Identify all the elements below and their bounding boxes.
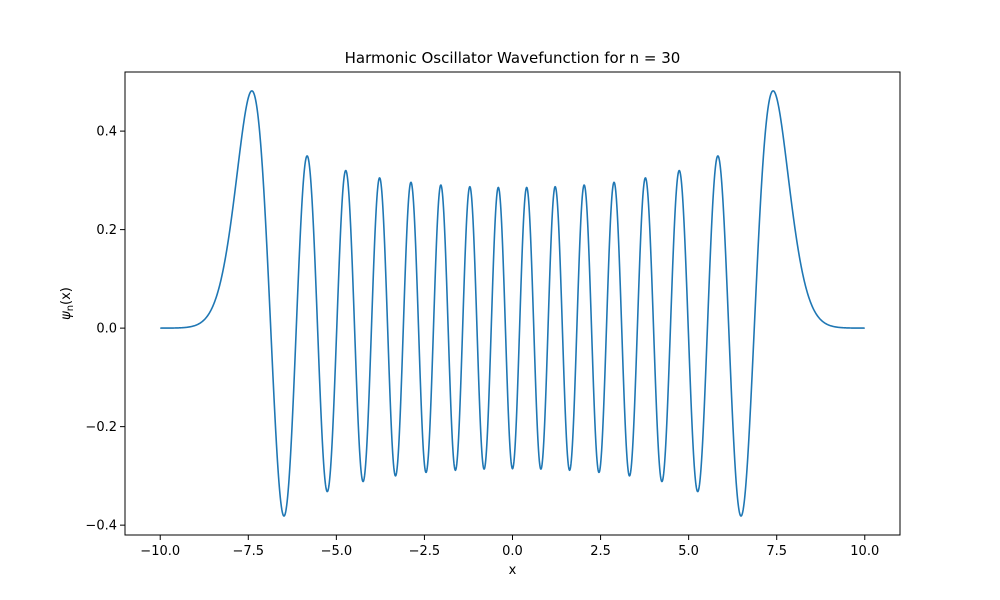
wavefunction-line bbox=[159, 90, 866, 517]
y-axis-label-subscript: n bbox=[65, 305, 76, 311]
y-tick-label: 0.2 bbox=[96, 223, 117, 238]
y-axis-label-argument: (x) bbox=[59, 287, 74, 305]
y-axis: −0.4 −0.2 0.0 0.2 0.4 bbox=[85, 125, 125, 534]
y-tick-label: 0.4 bbox=[96, 125, 117, 140]
x-tick-label: −10.0 bbox=[140, 544, 180, 559]
x-tick-label: 10.0 bbox=[850, 544, 879, 559]
x-tick-label: 0.0 bbox=[502, 544, 523, 559]
x-tick-label: −7.5 bbox=[233, 544, 265, 559]
x-tick-label: 5.0 bbox=[678, 544, 699, 559]
x-axis: −10.0 −7.5 −5.0 −2.5 0.0 2.5 5.0 7.5 10.0 bbox=[140, 535, 879, 559]
y-tick-label: −0.2 bbox=[85, 420, 117, 435]
y-axis-label-symbol: ψ bbox=[59, 311, 74, 320]
y-tick-label: 0.0 bbox=[96, 322, 117, 337]
y-tick-label: −0.4 bbox=[85, 519, 117, 534]
x-tick-label: −5.0 bbox=[321, 544, 353, 559]
plot-area bbox=[159, 90, 866, 517]
chart-title: Harmonic Oscillator Wavefunction for n =… bbox=[345, 49, 681, 67]
x-tick-label: 7.5 bbox=[766, 544, 787, 559]
x-tick-label: −2.5 bbox=[409, 544, 441, 559]
y-axis-label: ψn(x) bbox=[59, 287, 76, 320]
plot-frame bbox=[124, 71, 901, 536]
x-axis-label: x bbox=[509, 563, 517, 578]
x-tick-label: 2.5 bbox=[590, 544, 611, 559]
